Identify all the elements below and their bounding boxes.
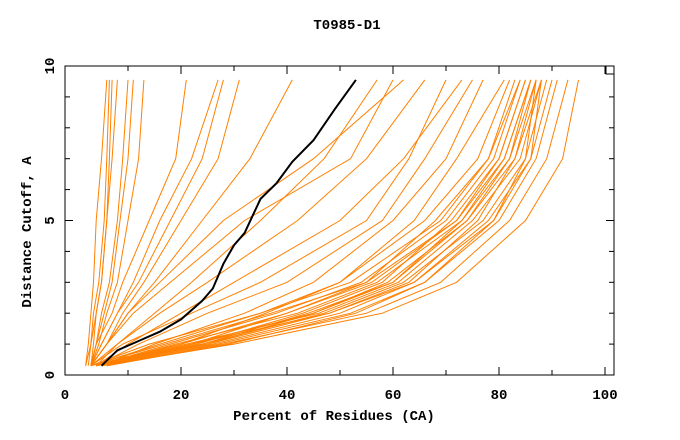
model-curve-6 xyxy=(106,79,569,367)
model-curve-24 xyxy=(95,79,473,367)
x-tick-label: 60 xyxy=(385,388,402,404)
x-tick-label: 40 xyxy=(279,388,296,404)
model-curve-31 xyxy=(90,79,224,366)
model-curve-22 xyxy=(95,79,463,367)
model-curve-17 xyxy=(96,79,511,367)
model-curve-40 xyxy=(90,79,145,366)
model-curve-36 xyxy=(90,79,113,366)
model-curve-1 xyxy=(96,79,532,367)
y-axis-label: Distance Cutoff, A xyxy=(20,156,36,308)
model-curve-18 xyxy=(106,79,558,367)
model-curve-37 xyxy=(87,79,110,366)
model-curve-29 xyxy=(90,79,378,367)
model-curve-26 xyxy=(90,79,505,367)
model-curve-33 xyxy=(90,79,187,366)
x-tick-label: 0 xyxy=(61,388,69,404)
model-curve-9 xyxy=(90,79,516,367)
model-curve-25 xyxy=(101,79,484,367)
model-curve-14 xyxy=(101,79,537,367)
y-tick-label: 0 xyxy=(43,371,59,379)
corner-marker xyxy=(605,65,615,75)
model-curve-27 xyxy=(90,79,404,366)
model-curve-10 xyxy=(101,79,526,367)
model-curve-11 xyxy=(96,79,542,367)
model-curve-13 xyxy=(96,79,532,367)
chart-title: T0985-D1 xyxy=(313,18,380,34)
model-curve-23 xyxy=(90,79,447,367)
axes: 0 20 40 60 80 100 0 5 10 xyxy=(43,58,618,404)
x-tick-label: 100 xyxy=(592,388,617,404)
model-curve-39 xyxy=(90,79,134,366)
x-tick-label: 20 xyxy=(173,388,190,404)
model-curve-41 xyxy=(85,79,108,366)
curves xyxy=(85,79,579,367)
model-curve-19 xyxy=(96,79,537,367)
y-tick-label: 10 xyxy=(43,58,59,75)
model-curve-20 xyxy=(101,79,542,367)
y-tick-label: 5 xyxy=(43,216,59,224)
x-tick-label: 80 xyxy=(491,388,508,404)
model-curve-34 xyxy=(90,79,293,366)
model-curve-8 xyxy=(96,79,521,367)
model-curve-30 xyxy=(90,79,219,366)
highlight-curve xyxy=(100,79,357,367)
x-axis-label: Percent of Residues (CA) xyxy=(233,409,435,425)
model-curve-2 xyxy=(101,79,537,367)
model-curve-7 xyxy=(101,79,579,367)
plot-frame xyxy=(64,65,615,376)
